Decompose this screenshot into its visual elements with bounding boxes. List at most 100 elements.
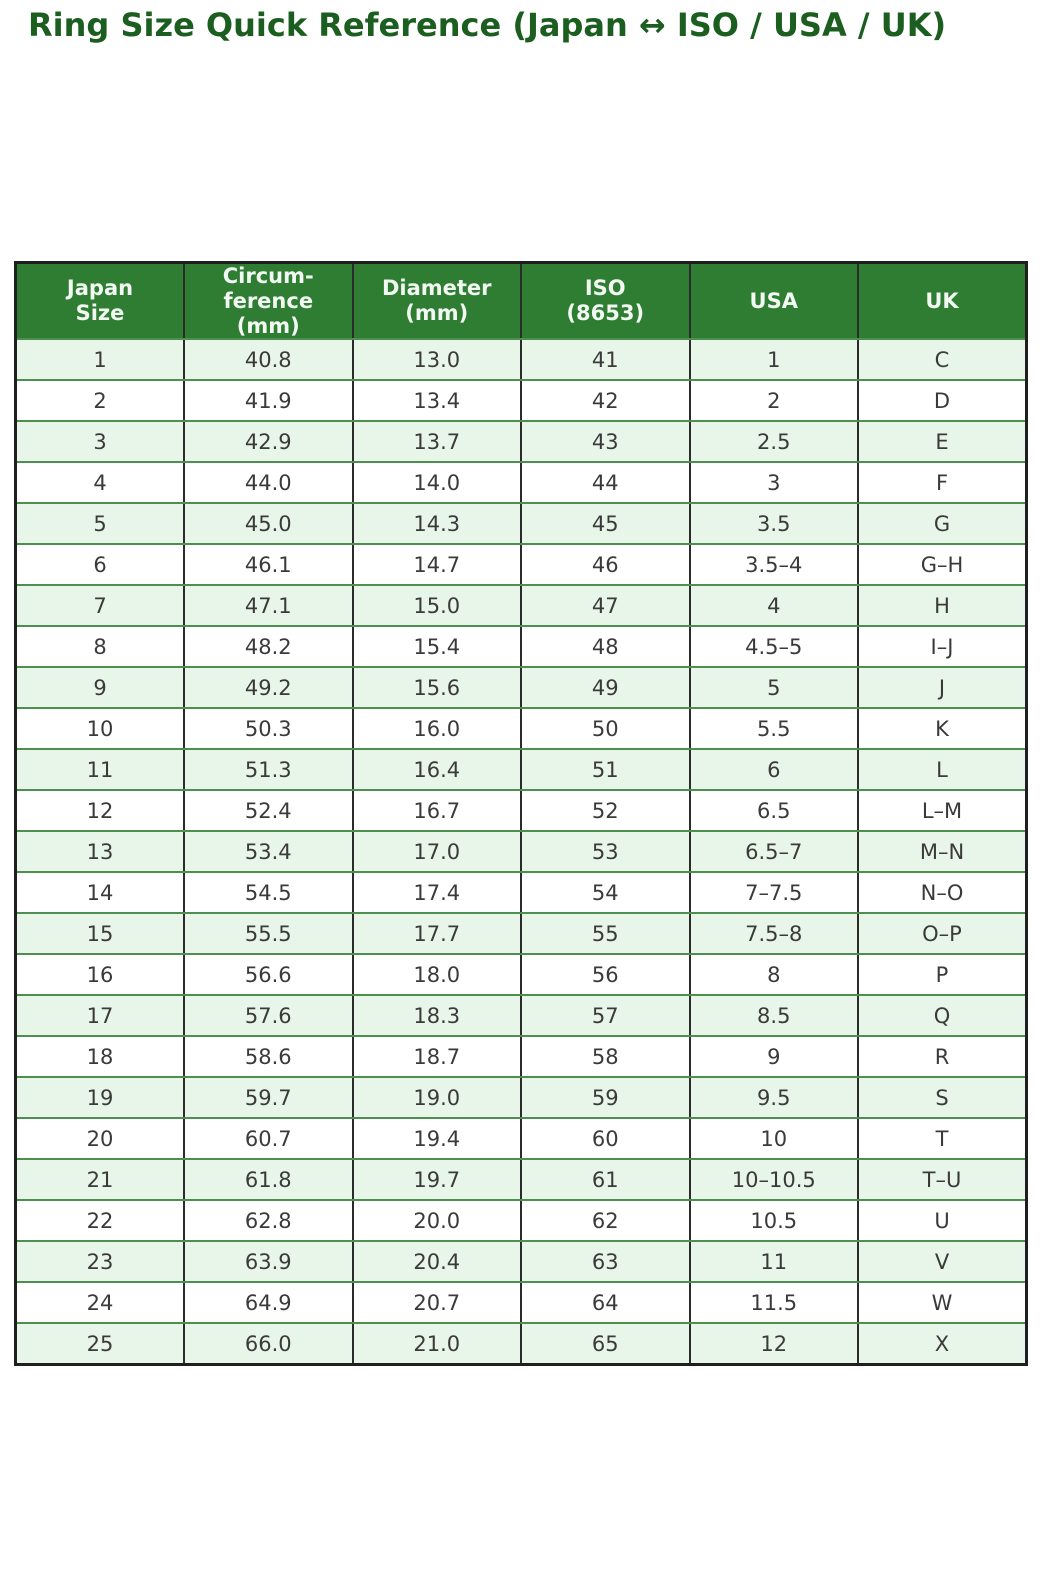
ring-size-table: Japan Size Circum- ference (mm) Diameter…	[14, 261, 1028, 1366]
table-cell: 11.5	[688, 1281, 859, 1325]
table-cell: 64	[520, 1281, 691, 1325]
table-cell: 14	[14, 871, 185, 915]
table-cell: U	[857, 1199, 1028, 1243]
table-cell: I–J	[857, 625, 1028, 669]
table-row: 2 41.9 13.4 42 2 D	[14, 379, 1028, 423]
table-cell: 40.8	[183, 338, 354, 382]
table-row: 21 61.8 19.7 61 10–10.5 T–U	[14, 1158, 1028, 1202]
table-cell: 18.7	[351, 1035, 522, 1079]
table-cell: K	[857, 707, 1028, 751]
table-cell: 55	[520, 912, 691, 956]
table-cell: 19	[14, 1076, 185, 1120]
table-cell: 16	[14, 953, 185, 997]
table-cell: 16.4	[351, 748, 522, 792]
table-cell: 10–10.5	[688, 1158, 859, 1202]
table-row: 18 58.6 18.7 58 9 R	[14, 1035, 1028, 1079]
table-cell: 4	[14, 461, 185, 505]
table-cell: S	[857, 1076, 1028, 1120]
table-cell: 53	[520, 830, 691, 874]
table-row: 13 53.4 17.0 53 6.5–7 M–N	[14, 830, 1028, 874]
table-cell: 52.4	[183, 789, 354, 833]
table-cell: 2	[14, 379, 185, 423]
table-cell: 17	[14, 994, 185, 1038]
table-cell: N–O	[857, 871, 1028, 915]
table-cell: 10	[14, 707, 185, 751]
table-cell: 11	[688, 1240, 859, 1284]
table-cell: 58.6	[183, 1035, 354, 1079]
table-cell: E	[857, 420, 1028, 464]
table-cell: 5	[14, 502, 185, 546]
table-cell: 64.9	[183, 1281, 354, 1325]
table-cell: 59	[520, 1076, 691, 1120]
table-cell: 2.5	[688, 420, 859, 464]
table-cell: 23	[14, 1240, 185, 1284]
table-row: 14 54.5 17.4 54 7–7.5 N–O	[14, 871, 1028, 915]
table-cell: 17.4	[351, 871, 522, 915]
table-cell: 60	[520, 1117, 691, 1161]
table-cell: 11	[14, 748, 185, 792]
table-cell: G	[857, 502, 1028, 546]
column-header-diameter: Diameter (mm)	[351, 262, 522, 341]
table-cell: 15.0	[351, 584, 522, 628]
table-cell: 54	[520, 871, 691, 915]
table-cell: 62.8	[183, 1199, 354, 1243]
table-cell: 1	[14, 338, 185, 382]
table-cell: 10.5	[688, 1199, 859, 1243]
table-row: 3 42.9 13.7 43 2.5 E	[14, 420, 1028, 464]
table-cell: 45.0	[183, 502, 354, 546]
table-cell: J	[857, 666, 1028, 710]
table-cell: 6.5	[688, 789, 859, 833]
column-header-uk: UK	[857, 262, 1028, 341]
table-row: 8 48.2 15.4 48 4.5–5 I–J	[14, 625, 1028, 669]
table-cell: 43	[520, 420, 691, 464]
table-cell: G–H	[857, 543, 1028, 587]
table-row: 6 46.1 14.7 46 3.5–4 G–H	[14, 543, 1028, 587]
table-row: 23 63.9 20.4 63 11 V	[14, 1240, 1028, 1284]
table-cell: 47	[520, 584, 691, 628]
table-cell: 19.7	[351, 1158, 522, 1202]
table-cell: 50	[520, 707, 691, 751]
table-cell: O–P	[857, 912, 1028, 956]
table-cell: T	[857, 1117, 1028, 1161]
table-cell: W	[857, 1281, 1028, 1325]
table-cell: F	[857, 461, 1028, 505]
table-cell: D	[857, 379, 1028, 423]
table-cell: 2	[688, 379, 859, 423]
table-header-row: Japan Size Circum- ference (mm) Diameter…	[14, 262, 1028, 341]
page-title: Ring Size Quick Reference (Japan ↔ ISO /…	[28, 6, 947, 44]
table-cell: R	[857, 1035, 1028, 1079]
table-cell: 61.8	[183, 1158, 354, 1202]
table-cell: 20	[14, 1117, 185, 1161]
table-cell: 18.0	[351, 953, 522, 997]
table-row: 25 66.0 21.0 65 12 X	[14, 1322, 1028, 1366]
table-cell: 66.0	[183, 1322, 354, 1366]
table-cell: 8	[14, 625, 185, 669]
table-cell: 9.5	[688, 1076, 859, 1120]
table-cell: 7.5–8	[688, 912, 859, 956]
table-cell: 14.3	[351, 502, 522, 546]
table-cell: 6	[688, 748, 859, 792]
table-cell: 20.7	[351, 1281, 522, 1325]
table-cell: 59.7	[183, 1076, 354, 1120]
table-cell: 21.0	[351, 1322, 522, 1366]
table-header: Japan Size Circum- ference (mm) Diameter…	[14, 262, 1028, 341]
table-cell: 8	[688, 953, 859, 997]
table-cell: 44	[520, 461, 691, 505]
table-cell: 63.9	[183, 1240, 354, 1284]
table-cell: 65	[520, 1322, 691, 1366]
table-cell: 41	[520, 338, 691, 382]
column-header-iso: ISO (8653)	[520, 262, 691, 341]
table-cell: 13	[14, 830, 185, 874]
table-row: 5 45.0 14.3 45 3.5 G	[14, 502, 1028, 546]
column-header-circumference: Circum- ference (mm)	[183, 262, 354, 341]
table-cell: 19.0	[351, 1076, 522, 1120]
table-cell: 6	[14, 543, 185, 587]
table-cell: 53.4	[183, 830, 354, 874]
table-cell: 44.0	[183, 461, 354, 505]
table-row: 7 47.1 15.0 47 4 H	[14, 584, 1028, 628]
table-cell: 63	[520, 1240, 691, 1284]
table-cell: Q	[857, 994, 1028, 1038]
table-cell: 3	[14, 420, 185, 464]
table-cell: 3.5–4	[688, 543, 859, 587]
table-cell: 14.0	[351, 461, 522, 505]
